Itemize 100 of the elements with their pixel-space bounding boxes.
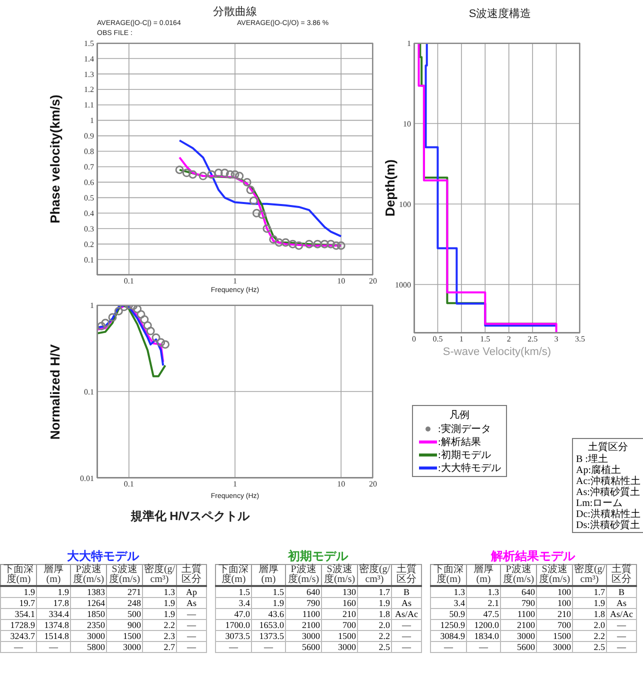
text: 1.9 (378, 598, 390, 608)
category-label: 層厚(m) (252, 564, 286, 586)
text: 3000 (302, 631, 320, 641)
text: 1.5 (238, 587, 250, 597)
text: 1.3 (164, 587, 175, 597)
category-label: S波速度(m/s) (536, 564, 572, 586)
text: 1834.0 (474, 631, 499, 641)
text: — (402, 642, 411, 652)
text: 1653.0 (259, 620, 284, 630)
category-label: 下面深度(m) (430, 564, 466, 586)
text: Lm:ローム (576, 498, 623, 509)
x-tick-label: 0.1 (124, 480, 134, 489)
text: 790 (306, 598, 320, 608)
text: — (49, 642, 58, 652)
text: 2.0 (378, 620, 390, 630)
text: 43.6 (268, 609, 284, 619)
text: 2100 (517, 620, 535, 630)
category-label: 土質区分 (176, 564, 206, 586)
text: 解析結果モデル (490, 548, 576, 564)
x-tick-label: 3.5 (575, 334, 585, 344)
category-label: 下面深度(m) (0, 564, 36, 586)
text: Dc:洪積粘性土 (576, 509, 640, 520)
text: 1.7 (378, 587, 390, 597)
text: 3.4 (454, 598, 465, 608)
text: 640 (522, 587, 535, 597)
y-tick-label: 0.4 (84, 208, 94, 218)
y-tick-label: 0.3 (84, 224, 94, 234)
text: 1.5 (272, 587, 284, 597)
text: 1514.8 (44, 631, 69, 641)
text: 700 (342, 620, 356, 630)
x-tick-label: 1.5 (480, 334, 490, 344)
text: — (187, 609, 196, 619)
text: As:沖積砂質土 (576, 487, 640, 498)
y-axis-title: Phase velocity(km/s) (48, 94, 62, 224)
text: 3084.9 (440, 631, 465, 641)
text: 2.3 (164, 631, 175, 641)
legend-label: :解析結果 (438, 436, 481, 448)
text: 1850 (87, 609, 105, 619)
text: 2.2 (378, 631, 390, 641)
category-label: 密度(g/cm³) (142, 564, 176, 586)
text: 1.9 (272, 598, 284, 608)
y-tick-label: 0.1 (84, 387, 94, 396)
x-tick-label: 1 (459, 334, 464, 344)
y-tick-label: 0.5 (84, 194, 94, 203)
text: B (618, 587, 624, 597)
legend-label: :大大特モデル (438, 462, 501, 474)
text: 790 (522, 598, 535, 608)
category-label: P波速度(m/s) (70, 564, 106, 586)
text: 2.7 (164, 642, 175, 652)
category-label: 密度(g/cm³) (572, 564, 606, 586)
text: 1.8 (594, 609, 605, 619)
text: 1100 (302, 609, 320, 619)
text: 1373.5 (259, 631, 284, 641)
text: 2.1 (488, 598, 499, 608)
text: 130 (342, 587, 356, 597)
text: 3000 (338, 642, 356, 652)
text: 3000 (123, 642, 141, 652)
y-tick-label: 1.3 (84, 70, 94, 79)
text: 3.4 (238, 598, 250, 608)
text: 1500 (338, 631, 356, 641)
legend-title: 凡例 (448, 409, 470, 422)
text: — (479, 642, 488, 652)
text: 1.8 (378, 609, 390, 619)
text: 5600 (517, 642, 535, 652)
text: 271 (128, 587, 141, 597)
x-tick-label: 20 (369, 480, 377, 489)
y-axis-title: Depth(m) (382, 159, 398, 217)
x-tick-label: 3 (554, 334, 558, 344)
text: Ac:沖積粘性土 (576, 476, 640, 487)
text: As/Ac (610, 609, 633, 619)
text: 2.2 (594, 631, 605, 641)
text: 1383 (87, 587, 105, 597)
text: 1200.0 (474, 620, 499, 630)
y-tick-label: 0.9 (84, 132, 94, 141)
text: As (616, 598, 626, 608)
x-tick-label: 0.1 (124, 276, 134, 286)
text: 2.5 (378, 642, 390, 652)
text: — (264, 642, 273, 652)
text: 640 (306, 587, 320, 597)
text: 700 (558, 620, 571, 630)
category-label: 層厚(m) (36, 564, 70, 586)
text: — (617, 642, 626, 652)
text: 1.9 (58, 587, 69, 597)
y-tick-label: 1 (407, 38, 411, 48)
text: 100 (558, 587, 571, 597)
text: 100 (558, 598, 571, 608)
y-tick-label: 0.1 (84, 255, 94, 264)
text: 1264 (87, 598, 105, 608)
y-tick-label: 0.7 (84, 162, 94, 172)
text: 2.0 (594, 620, 605, 630)
text: 1700.0 (225, 620, 250, 630)
text: — (187, 631, 196, 641)
text: — (617, 631, 626, 641)
x-tick-label: 1 (233, 276, 237, 286)
text: 初期モデル (286, 548, 350, 564)
text: As (401, 598, 412, 608)
y-axis-title: Normalized H/V (48, 344, 62, 440)
text: As (186, 598, 196, 608)
text: 334.4 (48, 609, 69, 619)
y-tick-label: 1 (90, 300, 94, 310)
